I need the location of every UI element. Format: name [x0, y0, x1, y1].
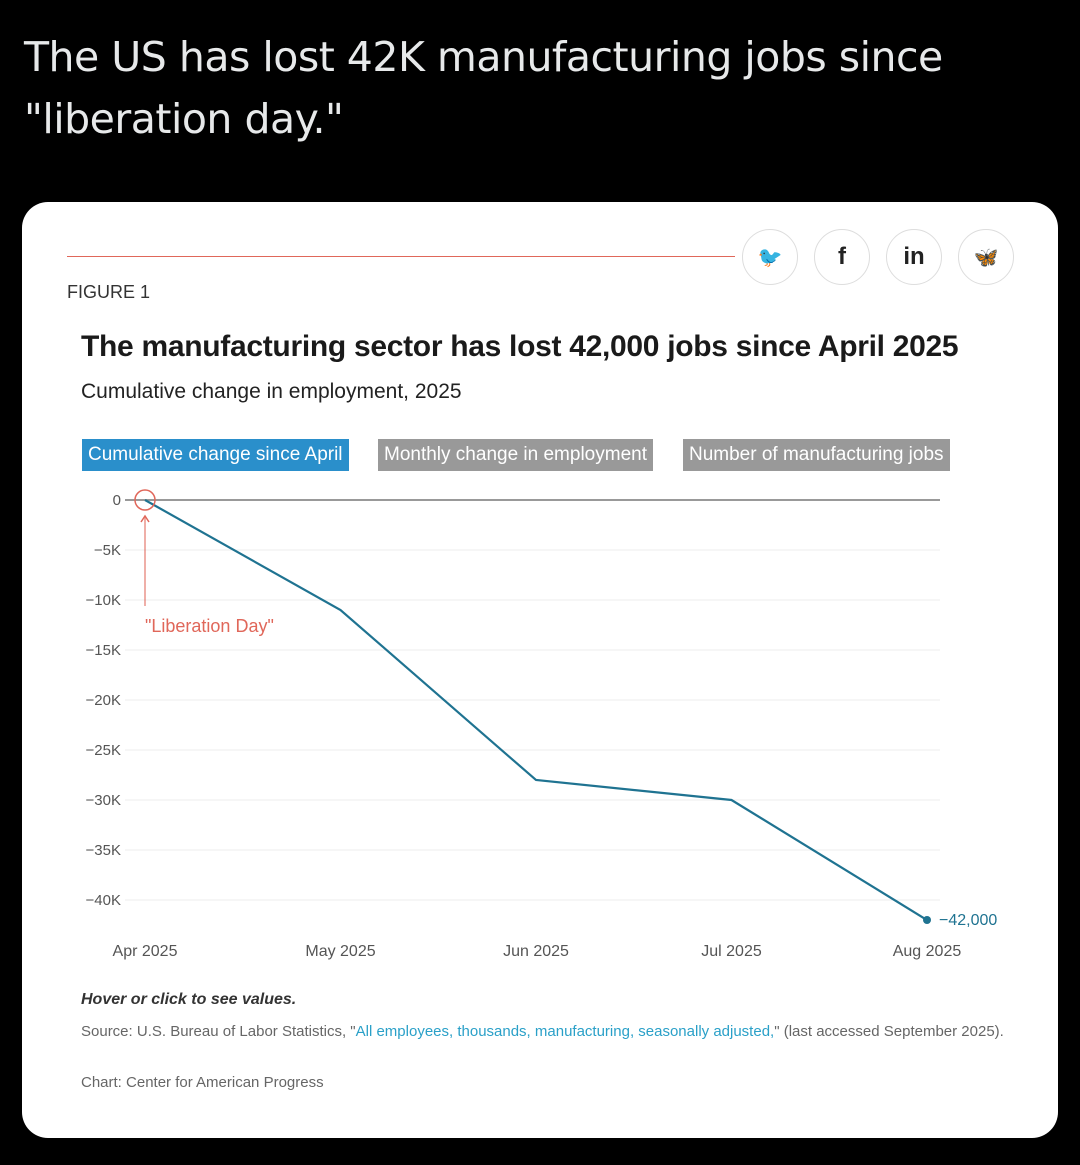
chart-credit: Chart: Center for American Progress [81, 1074, 324, 1091]
y-tick-label: −25K [86, 742, 121, 759]
chart-title: The manufacturing sector has lost 42,000… [81, 330, 959, 363]
facebook-icon: f [838, 243, 846, 270]
annotation-label: "Liberation Day" [145, 616, 274, 636]
line-chart[interactable]: 0 −5K −10K −15K −20K −25K −30K −35K −40K Apr 2025… [22, 202, 1058, 982]
source-link[interactable]: All employees, thousands, manufacturing,… [355, 1023, 775, 1040]
x-tick-label: Jul 2025 [701, 943, 762, 960]
source-prefix: Source: U.S. Bureau of Labor Statistics,… [81, 1023, 356, 1040]
y-tick-label: −15K [86, 642, 121, 659]
end-value-label: −42,000 [939, 912, 997, 929]
bluesky-icon: 🦋 [973, 246, 999, 269]
source-note: Source: U.S. Bureau of Labor Statistics,… [81, 1021, 1011, 1043]
tab-cumulative[interactable]: Cumulative change since April [82, 439, 349, 471]
twitter-share-button[interactable]: 🐦 [742, 229, 798, 285]
twitter-icon: 🐦 [757, 246, 783, 269]
y-tick-label: −20K [86, 692, 121, 709]
x-tick-label: May 2025 [305, 943, 375, 960]
y-tick-label: −5K [94, 542, 121, 559]
series-line [144, 499, 928, 921]
x-tick-label: Jun 2025 [503, 943, 569, 960]
source-suffix: " (last accessed September 2025). [774, 1023, 1004, 1040]
arrow-head-icon [140, 514, 150, 523]
hover-note: Hover or click to see values. [81, 991, 297, 1008]
liberation-day-marker [134, 489, 156, 511]
end-point [923, 916, 931, 924]
tweet-text: The US has lost 42K manufacturing jobs s… [24, 33, 943, 143]
y-tick-label: −10K [86, 592, 121, 609]
y-tick-label: −40K [86, 892, 121, 909]
linkedin-share-button[interactable]: in [886, 229, 942, 285]
facebook-share-button[interactable]: f [814, 229, 870, 285]
chart-subtitle: Cumulative change in employment, 2025 [81, 380, 462, 403]
x-tick-label: Aug 2025 [893, 943, 962, 960]
y-tick-label: 0 [113, 492, 121, 509]
y-tick-label: −35K [86, 842, 121, 859]
figure-label: FIGURE 1 [67, 282, 151, 302]
linkedin-icon: in [903, 243, 925, 270]
y-tick-label: −30K [86, 792, 121, 809]
divider [67, 256, 735, 257]
chart-card: 🐦 f in 🦋 FIGURE 1 The manufacturing sect… [22, 202, 1058, 1138]
bluesky-share-button[interactable]: 🦋 [958, 229, 1014, 285]
tab-number-of-jobs[interactable]: Number of manufacturing jobs [683, 439, 950, 471]
x-tick-label: Apr 2025 [113, 943, 178, 960]
tab-monthly[interactable]: Monthly change in employment [378, 439, 653, 471]
